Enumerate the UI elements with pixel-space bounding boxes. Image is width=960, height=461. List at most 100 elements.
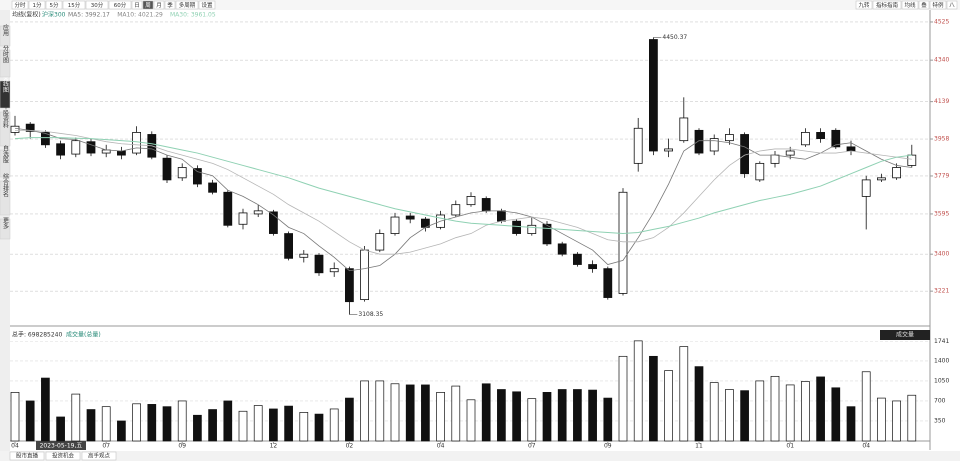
period-label[interactable]: 30分 xyxy=(91,1,104,9)
candle-body xyxy=(588,264,597,270)
bottom-tab[interactable] xyxy=(45,451,81,461)
ma-label: MA5: 3992.17 xyxy=(68,12,110,19)
ma-line xyxy=(15,129,912,255)
tool-button[interactable] xyxy=(901,0,919,10)
candle-body xyxy=(405,215,415,220)
volume-bar xyxy=(557,389,567,442)
bottom-tab-label[interactable]: 股市直播 xyxy=(16,452,39,460)
period-label[interactable]: 1分 xyxy=(33,1,42,9)
volume-bar xyxy=(709,382,719,442)
candle-body xyxy=(268,211,278,234)
sidebar-tab[interactable] xyxy=(0,49,11,78)
tool-button[interactable] xyxy=(946,0,958,10)
candle-body xyxy=(223,191,233,226)
sidebar-tab[interactable] xyxy=(0,80,11,109)
tool-label[interactable]: 九转 xyxy=(858,1,870,9)
sidebar-label[interactable]: K线图 xyxy=(2,77,9,94)
bottom-tab[interactable] xyxy=(81,451,117,461)
period-label[interactable]: 60分 xyxy=(114,1,127,9)
bottom-tab-label[interactable]: 投资机会 xyxy=(52,452,75,460)
period-label[interactable]: 月 xyxy=(156,2,162,9)
volume-bar xyxy=(405,384,415,442)
period-button[interactable] xyxy=(108,0,132,10)
period-label[interactable]: 多周期 xyxy=(179,1,196,9)
sidebar-label[interactable]: 个股资料 xyxy=(2,104,9,129)
tool-label[interactable]: 均线 xyxy=(904,1,916,9)
period-button[interactable] xyxy=(164,0,176,10)
candle-body xyxy=(603,268,613,298)
volume-bar xyxy=(162,406,172,442)
period-button[interactable] xyxy=(85,0,109,10)
tool-button[interactable] xyxy=(855,0,873,10)
candle-body xyxy=(861,179,871,197)
period-label[interactable]: 季 xyxy=(167,1,173,9)
volume-bar xyxy=(436,392,445,442)
bottom-tab-label[interactable]: 高手观点 xyxy=(88,452,111,460)
candle-body xyxy=(816,132,825,140)
sidebar-label[interactable]: 自选股 xyxy=(2,144,9,164)
period-label[interactable]: 15分 xyxy=(68,1,81,9)
volume-subtitle: 成交量(总量) xyxy=(66,331,101,339)
period-button[interactable] xyxy=(45,0,63,10)
bottom-tab[interactable] xyxy=(9,451,45,461)
candle-body xyxy=(451,204,461,216)
sidebar-label[interactable]: 分时图 xyxy=(2,44,9,64)
tool-label[interactable]: 特例 xyxy=(932,1,944,9)
candle-body xyxy=(907,154,917,166)
period-label[interactable]: 周 xyxy=(145,2,151,9)
volume-bar xyxy=(892,400,901,442)
tool-button[interactable] xyxy=(929,0,947,10)
sidebar-tab[interactable] xyxy=(0,111,11,147)
sidebar-label[interactable]: 更多 xyxy=(2,217,9,230)
tool-button[interactable] xyxy=(872,0,902,10)
tool-label[interactable]: 指标指南 xyxy=(876,1,899,9)
volume-bar xyxy=(877,397,886,442)
volume-bar xyxy=(360,380,369,442)
period-button[interactable] xyxy=(11,0,29,10)
candle-body xyxy=(253,210,263,215)
volume-bar xyxy=(56,416,65,442)
volume-bar xyxy=(725,389,734,442)
sidebar-tab[interactable] xyxy=(0,149,11,178)
candle-body xyxy=(192,168,202,185)
volume-bar xyxy=(451,385,461,442)
sidebar-tab[interactable] xyxy=(0,25,11,47)
candle-body xyxy=(664,148,673,152)
period-button[interactable] xyxy=(175,0,199,10)
volume-bar xyxy=(101,406,111,442)
period-button[interactable] xyxy=(131,0,143,10)
y-tick-label: 4139 xyxy=(934,98,949,105)
sidebar-label[interactable]: 应用 xyxy=(2,23,9,37)
sidebar-label[interactable]: 综合排名 xyxy=(2,172,9,198)
volume-tick-label: 350 xyxy=(934,417,946,424)
x-tick-label: 09 xyxy=(604,443,612,450)
candle-body xyxy=(284,233,294,259)
x-tick-label: 02 xyxy=(346,443,354,450)
period-label[interactable]: 日 xyxy=(134,2,140,9)
period-button[interactable] xyxy=(153,0,165,10)
volume-bar xyxy=(117,420,126,442)
candle-body xyxy=(56,143,65,156)
volume-bar xyxy=(375,380,385,442)
tool-label[interactable]: 八 xyxy=(949,3,955,9)
sidebar-tab[interactable] xyxy=(0,218,11,240)
period-button[interactable] xyxy=(28,0,46,10)
volume-bar xyxy=(314,413,324,442)
ma-label: MA30: 3961.05 xyxy=(170,12,216,19)
y-tick-label: 3221 xyxy=(934,288,949,295)
tool-label[interactable]: 叠 xyxy=(921,2,927,9)
volume-tag: 成交量 xyxy=(896,331,914,339)
sidebar-tab[interactable] xyxy=(0,180,11,216)
candle-body xyxy=(208,182,218,193)
period-button[interactable] xyxy=(62,0,86,10)
period-button[interactable] xyxy=(198,0,216,10)
candle-body xyxy=(846,146,856,152)
period-label[interactable]: 分时 xyxy=(14,1,26,9)
period-label[interactable]: 设置 xyxy=(201,1,213,9)
candle-body xyxy=(375,233,385,251)
volume-bar xyxy=(512,391,521,442)
candle-body xyxy=(725,134,734,142)
period-label[interactable]: 5分 xyxy=(50,1,59,9)
period-button[interactable] xyxy=(142,0,154,10)
tool-button[interactable] xyxy=(918,0,930,10)
